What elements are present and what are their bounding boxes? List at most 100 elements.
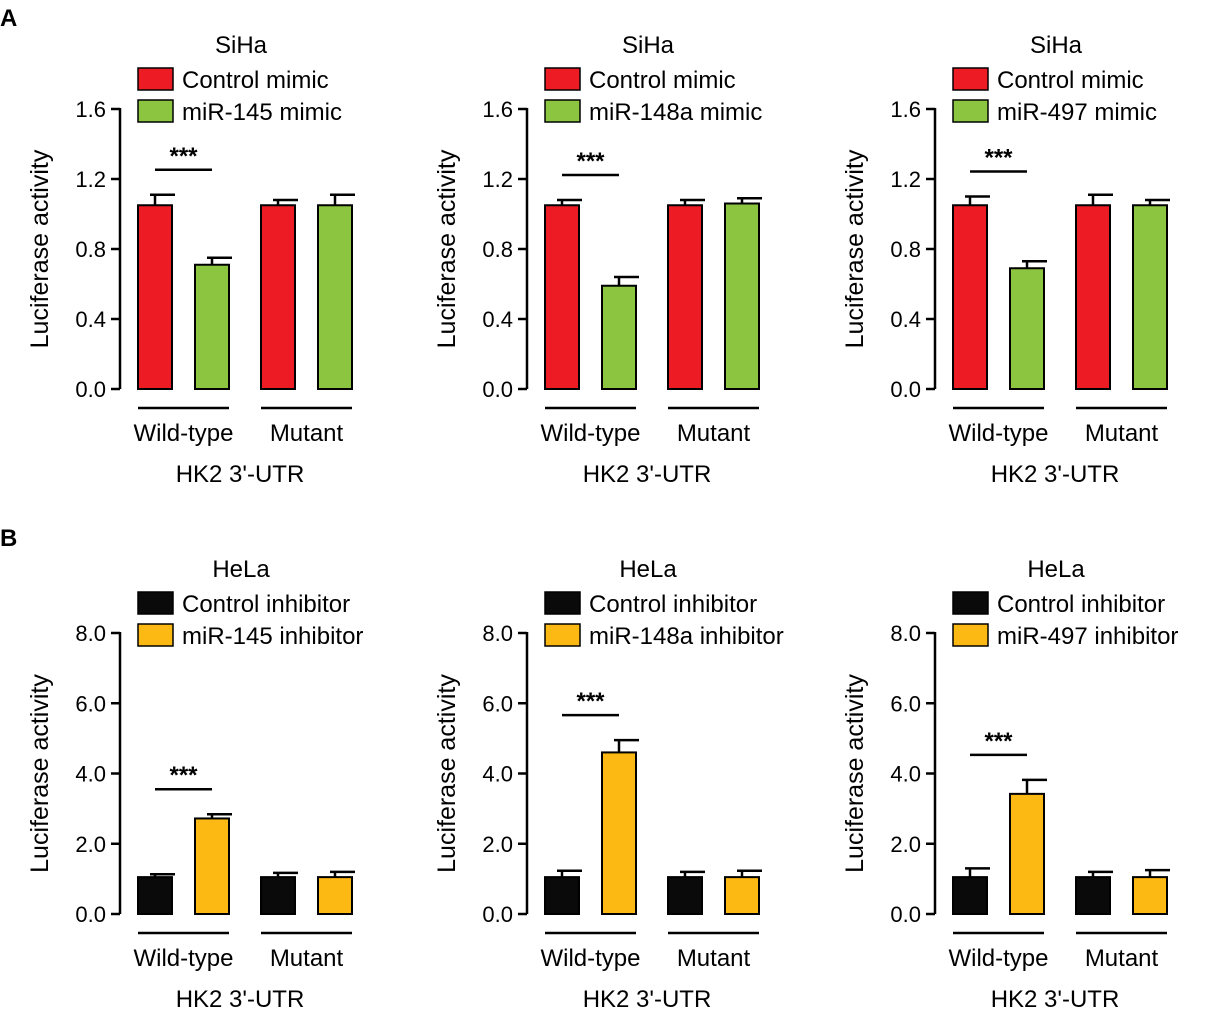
x-category-label: Wild-type xyxy=(133,420,233,447)
bar xyxy=(724,202,760,390)
bar xyxy=(544,876,580,916)
bar xyxy=(260,876,296,916)
x-category-label: Mutant xyxy=(1085,945,1159,972)
chart-2: SiHa 0.0 0.4 0.8 1.2 1.6 Luciferase activity Co… xyxy=(433,32,762,488)
x-axis-title: HK2 3'-UTR xyxy=(991,986,1120,1009)
charts-container: SiHa 0.0 0.4 0.8 1.2 1.6 Luciferase activity Co… xyxy=(26,32,1178,1009)
bar xyxy=(1132,204,1168,390)
y-tick-label: 0.8 xyxy=(75,237,106,262)
legend-entry: miR-145 inhibitor xyxy=(182,623,363,650)
significance-label: *** xyxy=(576,688,605,715)
bar xyxy=(317,876,353,916)
y-tick-label: 4.0 xyxy=(75,762,106,787)
x-category-label: Wild-type xyxy=(133,945,233,972)
bar xyxy=(952,204,988,390)
panel-label-a: A xyxy=(0,5,17,32)
y-tick-label: 1.6 xyxy=(890,97,921,122)
chart-title: SiHa xyxy=(215,32,268,59)
x-axis-title: HK2 3'-UTR xyxy=(991,461,1120,488)
x-axis-title: HK2 3'-UTR xyxy=(583,461,712,488)
legend-entry: Control mimic xyxy=(589,67,736,94)
bar xyxy=(1075,876,1111,916)
bar xyxy=(952,876,988,916)
legend-entry: Control mimic xyxy=(182,67,329,94)
bar xyxy=(667,204,703,390)
legend-swatch xyxy=(137,591,174,615)
bar xyxy=(260,204,296,390)
significance-label: *** xyxy=(984,728,1013,755)
y-tick-label: 8.0 xyxy=(75,621,106,646)
bar xyxy=(317,204,353,390)
y-tick-label: 4.0 xyxy=(890,762,921,787)
y-tick-label: 4.0 xyxy=(482,762,513,787)
chart-4: HeLa 0.0 2.0 4.0 6.0 8.0 Luciferase activity Co… xyxy=(26,556,363,1009)
x-category-label: Wild-type xyxy=(948,420,1048,447)
legend-entry: miR-148a mimic xyxy=(589,99,762,126)
bar xyxy=(667,876,703,916)
chart-3: SiHa 0.0 0.4 0.8 1.2 1.6 Luciferase activity Co… xyxy=(841,32,1170,488)
y-axis-label: Luciferase activity xyxy=(26,149,54,348)
legend-swatch xyxy=(544,99,581,123)
y-tick-label: 0.0 xyxy=(890,902,921,927)
y-axis-label: Luciferase activity xyxy=(433,674,461,873)
legend-swatch xyxy=(952,591,989,615)
x-axis-title: HK2 3'-UTR xyxy=(583,986,712,1009)
x-category-label: Mutant xyxy=(677,945,751,972)
x-category-label: Mutant xyxy=(270,420,344,447)
legend-swatch xyxy=(137,99,174,123)
y-tick-label: 8.0 xyxy=(482,621,513,646)
bar xyxy=(137,204,173,390)
y-axis-label: Luciferase activity xyxy=(841,674,869,873)
significance-label: *** xyxy=(576,148,605,175)
legend-swatch xyxy=(952,99,989,123)
y-tick-label: 2.0 xyxy=(890,832,921,857)
bar xyxy=(1009,792,1045,915)
y-axis-label: Luciferase activity xyxy=(841,149,869,348)
x-category-label: Wild-type xyxy=(540,420,640,447)
chart-1: SiHa 0.0 0.4 0.8 1.2 1.6 Luciferase activity Co… xyxy=(26,32,355,488)
bar xyxy=(601,284,637,390)
chart-title: HeLa xyxy=(619,556,677,583)
x-axis-title: HK2 3'-UTR xyxy=(176,461,305,488)
bar xyxy=(544,204,580,390)
y-tick-label: 8.0 xyxy=(890,621,921,646)
y-tick-label: 0.0 xyxy=(75,377,106,402)
bar xyxy=(601,751,637,915)
y-tick-label: 0.4 xyxy=(890,307,921,332)
y-axis-label: Luciferase activity xyxy=(433,149,461,348)
x-category-label: Wild-type xyxy=(948,945,1048,972)
y-tick-label: 0.4 xyxy=(482,307,513,332)
y-tick-label: 0.4 xyxy=(75,307,106,332)
x-axis-title: HK2 3'-UTR xyxy=(176,986,305,1009)
x-category-label: Mutant xyxy=(677,420,751,447)
chart-5: HeLa 0.0 2.0 4.0 6.0 8.0 Luciferase activity Co… xyxy=(433,556,784,1009)
y-tick-label: 0.0 xyxy=(482,377,513,402)
legend-swatch xyxy=(544,623,581,647)
y-tick-label: 0.0 xyxy=(890,377,921,402)
bar xyxy=(1075,204,1111,390)
bar xyxy=(724,876,760,916)
legend-swatch xyxy=(544,67,581,91)
y-axis-label: Luciferase activity xyxy=(26,674,54,873)
x-category-label: Wild-type xyxy=(540,945,640,972)
legend-entry: Control inhibitor xyxy=(997,591,1165,618)
panel-label-b: B xyxy=(0,525,17,552)
legend-swatch xyxy=(952,67,989,91)
bar xyxy=(1009,267,1045,390)
legend-swatch xyxy=(952,623,989,647)
y-tick-label: 0.8 xyxy=(890,237,921,262)
bar xyxy=(194,263,230,390)
y-tick-label: 1.6 xyxy=(75,97,106,122)
legend-entry: miR-148a inhibitor xyxy=(589,623,784,650)
y-tick-label: 6.0 xyxy=(890,691,921,716)
significance-label: *** xyxy=(169,143,198,170)
legend-entry: miR-497 mimic xyxy=(997,99,1157,126)
y-tick-label: 2.0 xyxy=(75,832,106,857)
y-tick-label: 0.0 xyxy=(482,902,513,927)
bar xyxy=(194,817,230,916)
chart-6: HeLa 0.0 2.0 4.0 6.0 8.0 Luciferase activity Co… xyxy=(841,556,1178,1009)
legend-entry: miR-145 mimic xyxy=(182,99,342,126)
significance-label: *** xyxy=(984,145,1013,172)
legend-swatch xyxy=(137,67,174,91)
